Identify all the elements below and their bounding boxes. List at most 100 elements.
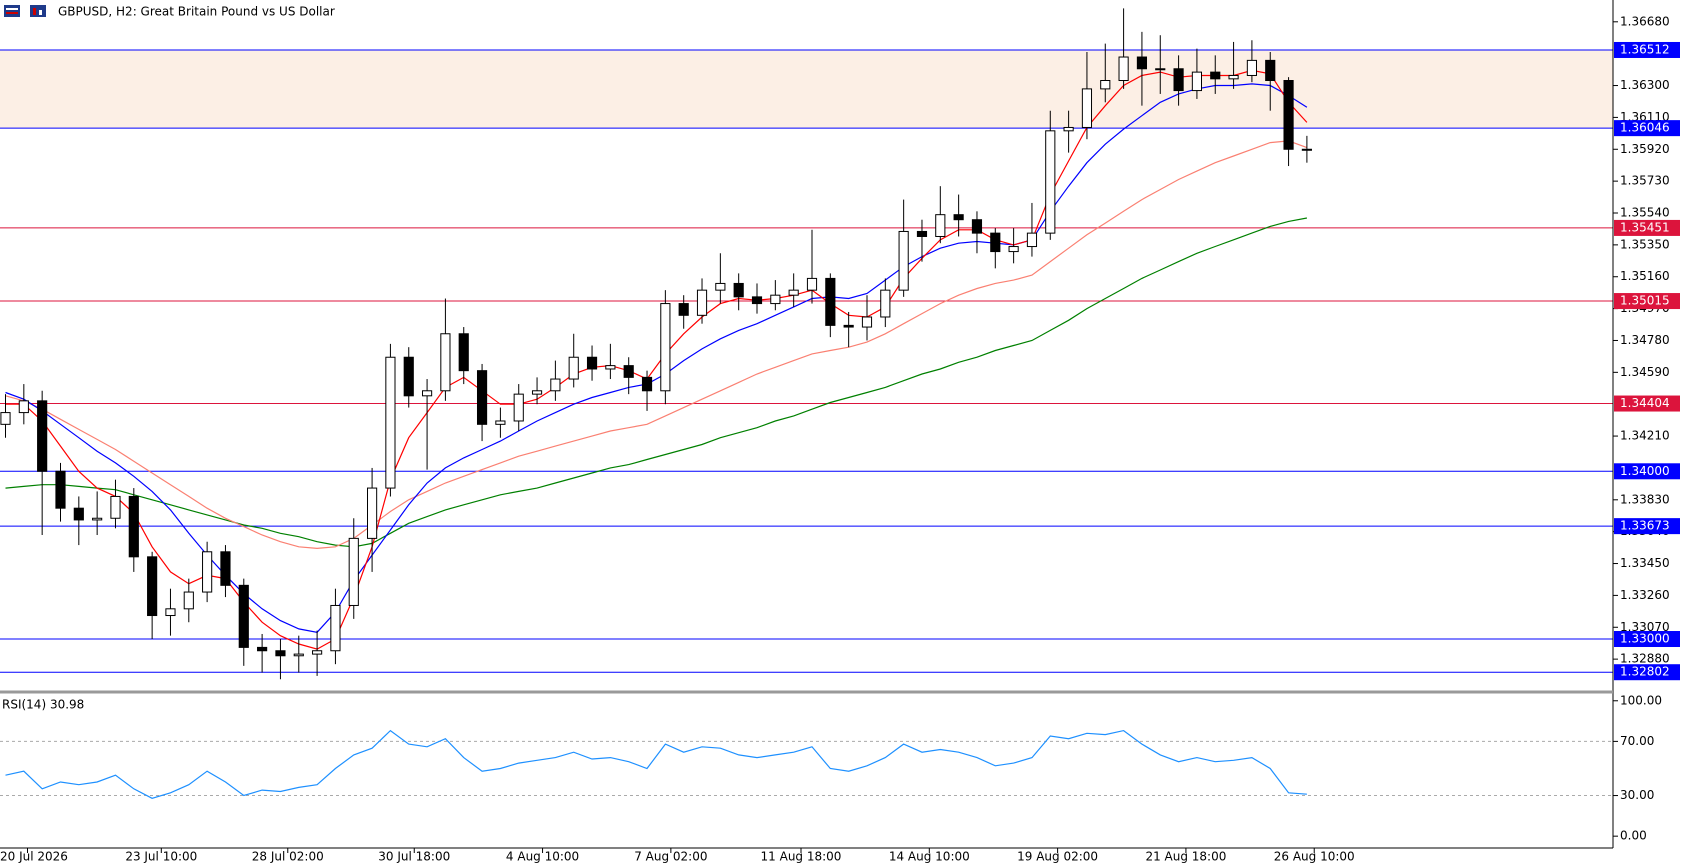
- zone: [0, 49, 1613, 129]
- rsi-line: [5, 729, 1307, 799]
- candle-body: [312, 650, 323, 655]
- candle-body: [843, 324, 854, 328]
- candle-body: [806, 277, 818, 291]
- candle-body: [1118, 56, 1129, 82]
- candle-body: [92, 517, 103, 521]
- candle-body: [788, 289, 799, 296]
- x-tick-label: 28 Jul 02:00: [252, 850, 324, 864]
- moving-average: [5, 217, 1308, 548]
- level-label: 1.32802: [1620, 665, 1670, 679]
- candle-body: [1173, 68, 1184, 92]
- level-label: 1.33000: [1620, 632, 1670, 646]
- candle-body: [165, 608, 176, 617]
- candle-body: [385, 356, 396, 489]
- candle-body: [421, 390, 433, 397]
- x-tick-label: 4 Aug 10:00: [506, 850, 579, 864]
- y-tick-label: 1.33450: [1620, 556, 1670, 570]
- candle-body: [513, 393, 524, 422]
- candle-body: [275, 650, 286, 657]
- candle-body: [257, 646, 268, 652]
- candle-body: [586, 356, 598, 370]
- y-tick-label: 1.34590: [1620, 365, 1670, 379]
- candle-body: [880, 289, 891, 318]
- candle-body: [440, 333, 451, 392]
- level-layer: [0, 49, 1613, 673]
- candle-body: [0, 412, 11, 425]
- level-label: 1.35451: [1620, 220, 1670, 234]
- candle-body: [550, 378, 561, 392]
- x-tick-label: 20 Jul 2026: [0, 850, 68, 864]
- x-tick-label: 7 Aug 02:00: [634, 850, 707, 864]
- icon: [33, 8, 36, 15]
- level-tag: [1614, 120, 1680, 137]
- candle-body: [348, 537, 359, 606]
- level-tag: [1614, 395, 1680, 412]
- icon: [6, 8, 18, 10]
- candle-body: [1063, 126, 1074, 132]
- level-tag: [1614, 293, 1680, 310]
- level-tag: [1614, 219, 1680, 236]
- level-tag: [1614, 664, 1680, 681]
- candle-body: [990, 232, 1001, 253]
- candle-body: [696, 289, 708, 316]
- y-tick-label: 1.33070: [1620, 620, 1670, 634]
- candle-body: [641, 376, 653, 392]
- candle-body: [531, 390, 543, 395]
- y-tick-label: 1.36300: [1620, 78, 1670, 92]
- candle-body: [1210, 71, 1221, 80]
- x-tick-label: 30 Jul 18:00: [378, 850, 450, 864]
- candle-body: [1246, 59, 1257, 76]
- candle-body: [1283, 80, 1294, 150]
- candle-body: [953, 214, 964, 221]
- candle-layer: [0, 8, 1312, 680]
- y-tick-label: 1.34210: [1620, 429, 1670, 443]
- x-tick-label: 23 Jul 10:00: [125, 850, 197, 864]
- icon: [30, 5, 46, 17]
- candle-body: [73, 507, 84, 521]
- x-tick-label: 14 Aug 10:00: [889, 850, 970, 864]
- candle-body: [293, 653, 304, 657]
- zone-layer: [0, 49, 1613, 129]
- x-tick-label: 19 Aug 02:00: [1017, 850, 1098, 864]
- y-tick-label: 70.00: [1620, 734, 1654, 748]
- candle-body: [861, 316, 873, 328]
- y-tick-label: 100.00: [1620, 693, 1662, 707]
- y-tick-label: 30.00: [1620, 788, 1654, 802]
- candle-body: [1008, 246, 1019, 253]
- chart-title: GBPUSD, H2: Great Britain Pound vs US Do…: [58, 5, 335, 19]
- candle-body: [935, 214, 946, 237]
- candle-body: [916, 230, 928, 237]
- icon: [6, 12, 18, 14]
- candle-body: [1191, 71, 1203, 92]
- y-tick-label: 1.35540: [1620, 206, 1670, 220]
- text-layer: GBPUSD, H2: Great Britain Pound vs US Do…: [0, 5, 1680, 864]
- level-label: 1.36512: [1620, 42, 1670, 56]
- candle-body: [367, 487, 378, 539]
- candle-body: [1155, 68, 1166, 71]
- candle-body: [128, 495, 139, 558]
- symbol-icons: [4, 5, 46, 17]
- candle-body: [715, 282, 726, 291]
- y-tick-label: 1.35350: [1620, 237, 1670, 251]
- y-tick-label: 1.35730: [1620, 174, 1670, 188]
- candle-body: [1265, 59, 1276, 82]
- candle-body: [1081, 88, 1093, 128]
- candle-body: [202, 551, 213, 593]
- candle-body: [183, 591, 194, 610]
- level-label: 1.36046: [1620, 121, 1670, 135]
- candle-body: [825, 277, 836, 326]
- y-tick-label: 1.34780: [1620, 333, 1670, 347]
- candle-body: [678, 303, 689, 316]
- icon: [4, 5, 20, 17]
- candle-body: [147, 556, 158, 617]
- candle-body: [220, 551, 231, 586]
- level-label: 1.34404: [1620, 396, 1670, 410]
- y-tick-label: 1.33830: [1620, 492, 1670, 506]
- level-label: 1.35015: [1620, 294, 1670, 308]
- candle-body: [605, 365, 616, 370]
- candle-body: [1100, 80, 1111, 90]
- candle-body: [898, 230, 909, 291]
- candle-body: [733, 282, 744, 298]
